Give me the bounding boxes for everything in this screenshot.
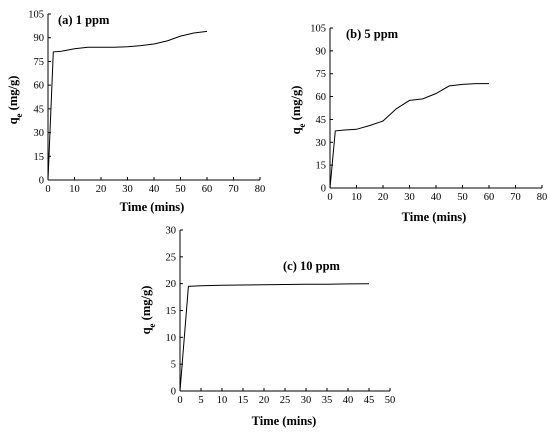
y-tick-label-c: 10 <box>166 333 177 344</box>
y-tick-label-c: 0 <box>171 387 176 398</box>
x-tick-label-a: 30 <box>122 184 133 195</box>
x-tick-label-b: 80 <box>537 192 548 203</box>
y-tick-label-b: 60 <box>316 92 327 103</box>
y-tick-label-c: 15 <box>166 306 177 317</box>
y-axis-label-a: qe (mg/g) <box>6 76 24 125</box>
x-tick-label-a: 60 <box>202 184 213 195</box>
x-axis-label-b: Time (mins) <box>402 210 467 224</box>
x-tick-label-a: 0 <box>45 184 50 195</box>
y-tick-label-a: 0 <box>39 176 44 187</box>
y-axis-label-unit-b: (mg/g) <box>289 86 303 124</box>
x-axis-label-a: Time (mins) <box>120 200 185 214</box>
x-tick-label-a: 40 <box>149 184 160 195</box>
chart-panel-b: (b) 5 ppm Time (mins) qe (mg/g) 0 10 20 30 4… <box>289 24 547 225</box>
chart-title-b: (b) 5 ppm <box>346 27 399 41</box>
y-tick-label-a: 30 <box>34 128 45 139</box>
chart-title-c: (c) 10 ppm <box>283 259 341 273</box>
y-axis-label-main-b: q <box>289 127 303 134</box>
x-tick-label-c: 15 <box>238 395 249 406</box>
y-tick-label-b: 45 <box>316 115 327 126</box>
y-tick-label-a: 90 <box>34 33 45 44</box>
x-tick-label-a: 70 <box>228 184 239 195</box>
x-tick-label-a: 20 <box>96 184 107 195</box>
y-tick-label-c: 30 <box>166 226 177 237</box>
x-tick-label-a: 80 <box>255 184 266 195</box>
x-tick-label-c: 50 <box>385 395 396 406</box>
y-tick-label-b: 75 <box>316 69 327 80</box>
x-tick-label-b: 0 <box>327 192 332 203</box>
y-axis-label-unit-c: (mg/g) <box>139 286 153 324</box>
y-tick-label-c: 25 <box>166 252 177 263</box>
y-tick-label-a: 45 <box>34 104 45 115</box>
y-axis-label-c: qe (mg/g) <box>139 286 157 335</box>
x-tick-label-b: 40 <box>431 192 442 203</box>
y-tick-label-a: 105 <box>28 10 44 21</box>
x-tick-label-b: 50 <box>457 192 468 203</box>
y-axis-label-sub-b: e <box>297 123 307 127</box>
x-tick-label-b: 10 <box>351 192 362 203</box>
y-axis-label-unit-a: (mg/g) <box>6 76 20 114</box>
y-tick-label-c: 20 <box>166 279 177 290</box>
x-tick-label-c: 5 <box>198 395 203 406</box>
x-tick-label-b: 20 <box>378 192 389 203</box>
y-axis-label-sub-a: e <box>14 113 24 117</box>
x-tick-label-c: 40 <box>343 395 354 406</box>
x-tick-label-a: 10 <box>69 184 80 195</box>
y-tick-label-a: 15 <box>34 152 45 163</box>
x-tick-label-a: 50 <box>175 184 186 195</box>
y-tick-label-b: 90 <box>316 46 327 57</box>
y-axis-label-main-c: q <box>139 327 153 334</box>
y-axis-label-sub-c: e <box>147 323 157 327</box>
x-tick-label-c: 20 <box>259 395 270 406</box>
x-tick-label-b: 60 <box>484 192 495 203</box>
x-tick-label-c: 25 <box>280 395 291 406</box>
chart-panel-a: (a) 1 ppm Time (mins) qe (mg/g) 0 10 20 30 4… <box>6 10 265 215</box>
chart-panel-c: (c) 10 ppm Time (mins) qe (mg/g) 0 5 10 15 2… <box>139 226 395 429</box>
y-tick-label-a: 60 <box>34 81 45 92</box>
x-tick-label-b: 30 <box>404 192 415 203</box>
series-line-b <box>329 83 489 189</box>
y-tick-label-b: 15 <box>316 161 327 172</box>
x-tick-label-c: 30 <box>301 395 312 406</box>
y-axis-label-b: qe (mg/g) <box>289 86 307 135</box>
chart-title-a: (a) 1 ppm <box>58 13 110 27</box>
y-tick-label-a: 75 <box>34 57 45 68</box>
x-axis-label-c: Time (mins) <box>252 414 317 428</box>
x-tick-label-c: 10 <box>217 395 228 406</box>
x-tick-label-c: 0 <box>177 395 182 406</box>
y-tick-label-b: 30 <box>316 138 327 149</box>
y-tick-label-b: 105 <box>310 24 326 35</box>
y-tick-label-c: 5 <box>171 360 176 371</box>
x-tick-label-c: 35 <box>322 395 333 406</box>
series-line-c <box>179 283 370 392</box>
y-axis-label-main-a: q <box>6 117 20 124</box>
x-tick-label-b: 70 <box>510 192 521 203</box>
x-tick-label-c: 45 <box>364 395 375 406</box>
series-line-a <box>47 30 208 181</box>
y-tick-label-b: 0 <box>321 184 326 195</box>
